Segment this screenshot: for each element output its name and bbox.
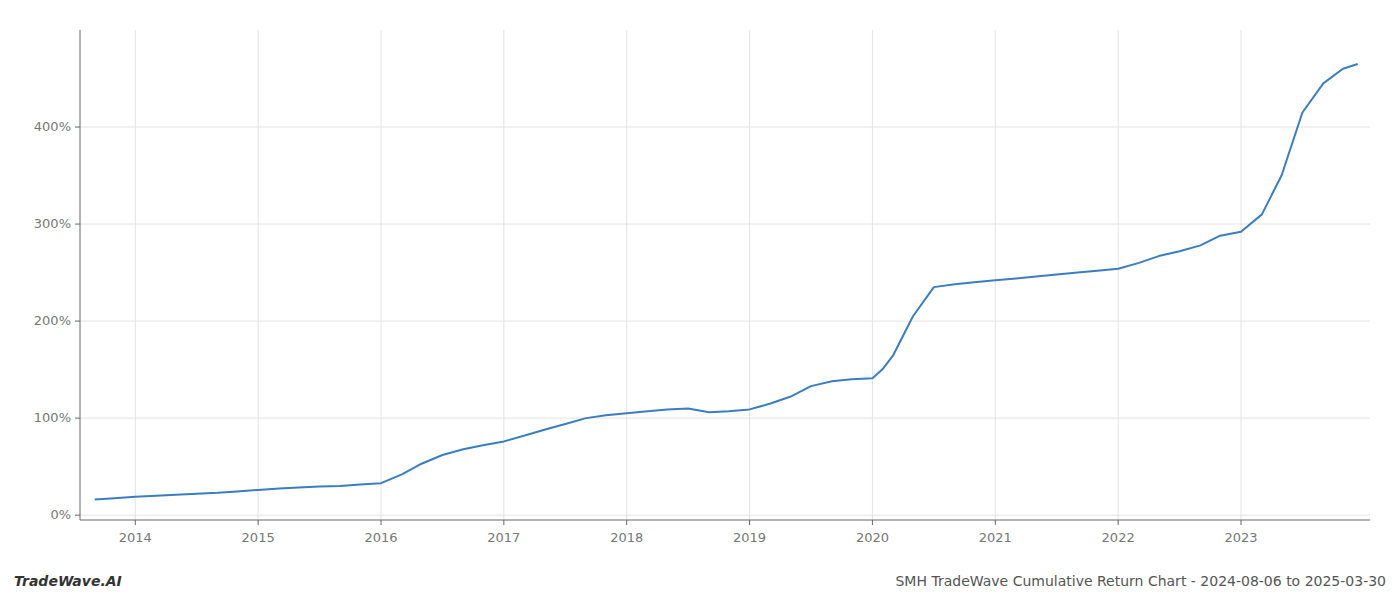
x-tick [626, 520, 627, 525]
x-grid-line [503, 30, 504, 520]
x-tick [1118, 520, 1119, 525]
x-tick-label: 2020 [856, 530, 889, 545]
x-tick [258, 520, 259, 525]
y-grid-line [80, 515, 1370, 516]
x-tick-label: 2018 [610, 530, 643, 545]
x-grid-line [258, 30, 259, 520]
x-tick [995, 520, 996, 525]
x-grid-line [995, 30, 996, 520]
chart-svg: 0% 100% 200% 300% 400% 2014 2015 2016 2017 2018 20… [0, 0, 1400, 600]
y-grid-line [80, 321, 1370, 322]
x-grid-line [135, 30, 136, 520]
x-tick-label: 2022 [1102, 530, 1135, 545]
chart-container: 0% 100% 200% 300% 400% 2014 2015 2016 2017 2018 20… [0, 0, 1400, 600]
x-tick-label: 2015 [242, 530, 275, 545]
y-tick [75, 127, 80, 128]
y-tick-label: 0% [50, 507, 71, 522]
title: SMH TradeWave Cumulative Return Chart - … [895, 573, 1386, 589]
x-grid-line [626, 30, 627, 520]
y-tick [75, 321, 80, 322]
axes: 0% 100% 200% 300% 400% 2014 2015 2016 2017 2018 20… [34, 30, 1370, 545]
x-axis-line [80, 520, 1370, 521]
x-tick-label: 2014 [119, 530, 152, 545]
y-tick-label: 300% [34, 216, 71, 231]
plot-area [95, 64, 1358, 500]
x-tick [872, 520, 873, 525]
x-grid-line [749, 30, 750, 520]
y-tick [75, 418, 80, 419]
x-grid-line [381, 30, 382, 520]
y-axis-line [80, 30, 81, 520]
x-tick-label: 2017 [487, 530, 520, 545]
x-tick [1241, 520, 1242, 525]
x-tick [135, 520, 136, 525]
y-tick-label: 100% [34, 410, 71, 425]
y-tick-label: 400% [34, 119, 71, 134]
x-tick-label: 2023 [1224, 530, 1257, 545]
x-tick-label: 2019 [733, 530, 766, 545]
x-tick [381, 520, 382, 525]
line [95, 64, 1358, 500]
y-tick [75, 515, 80, 516]
x-grid-line [1118, 30, 1119, 520]
watermark: TradeWave.AI [14, 573, 122, 589]
x-tick [503, 520, 504, 525]
grid [80, 30, 1370, 520]
y-tick [75, 224, 80, 225]
y-grid-line [80, 224, 1370, 225]
x-grid-line [872, 30, 873, 520]
x-tick [749, 520, 750, 525]
y-grid-line [80, 127, 1370, 128]
x-tick-label: 2021 [979, 530, 1012, 545]
x-tick-label: 2016 [364, 530, 397, 545]
y-tick-label: 200% [34, 313, 71, 328]
y-grid-line [80, 418, 1370, 419]
x-grid-line [1241, 30, 1242, 520]
